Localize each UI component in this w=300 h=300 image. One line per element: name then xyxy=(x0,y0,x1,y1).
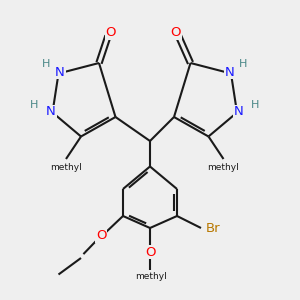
Text: N: N xyxy=(46,105,56,119)
Text: O: O xyxy=(96,229,107,242)
Text: Br: Br xyxy=(206,221,220,235)
Text: O: O xyxy=(106,26,116,40)
Text: methyl: methyl xyxy=(208,163,239,172)
Text: N: N xyxy=(234,105,243,119)
Text: N: N xyxy=(55,65,65,79)
Text: N: N xyxy=(225,65,234,79)
Text: H: H xyxy=(30,100,39,110)
Text: H: H xyxy=(251,100,259,110)
Text: methyl: methyl xyxy=(135,272,167,281)
Text: H: H xyxy=(239,58,247,69)
Text: O: O xyxy=(145,245,156,259)
Text: methyl: methyl xyxy=(50,163,82,172)
Text: H: H xyxy=(42,58,51,69)
Text: O: O xyxy=(170,26,181,40)
